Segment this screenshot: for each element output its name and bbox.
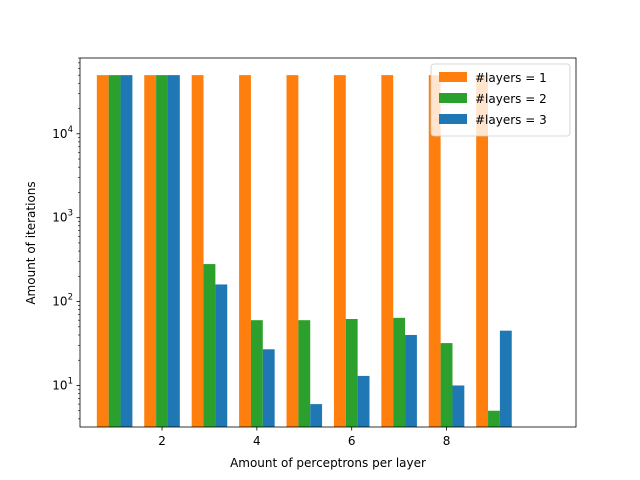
bar-series-3-x-5 (310, 404, 323, 427)
bar-series-3-x-1 (120, 75, 133, 428)
y-tick-label: 104 (52, 125, 73, 141)
bar-series-3-x-2 (167, 75, 180, 428)
bar-series-2-x-9 (488, 410, 500, 427)
legend-entry-1: #layers = 1 (475, 71, 547, 85)
bar-series-3-x-6 (357, 375, 370, 427)
bar-series-3-x-8 (452, 385, 465, 427)
bar-series-1-x-4 (239, 75, 251, 428)
bar-series-3-x-3 (215, 284, 228, 427)
bar-series-2-x-3 (203, 264, 216, 427)
legend-swatch-3 (439, 114, 467, 124)
bar-series-2-x-8 (440, 343, 453, 427)
bar-series-1-x-9 (476, 75, 489, 428)
legend: #layers = 1 #layers = 2 #layers = 3 (430, 63, 571, 137)
plot-frame (79, 57, 577, 428)
legend-entry-2: #layers = 2 (475, 92, 547, 106)
y-axis-label: Amount of iterations (24, 181, 38, 304)
x-tick-label: 2 (158, 434, 166, 448)
bars-layer (96, 75, 512, 428)
y-tick-label: 102 (52, 293, 73, 309)
bar-series-1-x-3 (191, 75, 204, 428)
bar-series-2-x-6 (345, 318, 358, 427)
bar-series-2-x-5 (298, 320, 311, 427)
x-tick-label: 4 (253, 434, 261, 448)
bar-series-2-x-4 (250, 320, 263, 427)
y-tick-label: 101 (52, 376, 73, 392)
y-tick-label: 103 (52, 209, 73, 225)
bar-series-1-x-2 (144, 75, 157, 428)
bar-series-1-x-6 (333, 75, 346, 428)
bar-series-2-x-1 (108, 75, 121, 428)
bar-series-2-x-7 (393, 317, 406, 427)
x-tick-label: 8 (443, 434, 451, 448)
x-axis-label: Amount of perceptrons per layer (230, 456, 426, 470)
bar-series-1-x-1 (96, 75, 109, 428)
legend-swatch-1 (439, 72, 467, 82)
bar-series-1-x-7 (381, 75, 394, 428)
x-tick-label: 6 (348, 434, 356, 448)
bar-series-1-x-8 (428, 75, 441, 428)
bar-series-3-x-7 (405, 334, 417, 427)
bar-series-3-x-4 (262, 349, 275, 427)
bar-series-2-x-2 (156, 75, 168, 428)
bar-series-3-x-9 (499, 330, 512, 427)
axes-layer: 2 4 6 8 101 102 103 104 (52, 57, 577, 448)
legend-entry-3: #layers = 3 (475, 113, 547, 127)
bar-series-1-x-5 (286, 75, 299, 428)
legend-swatch-2 (439, 93, 467, 103)
